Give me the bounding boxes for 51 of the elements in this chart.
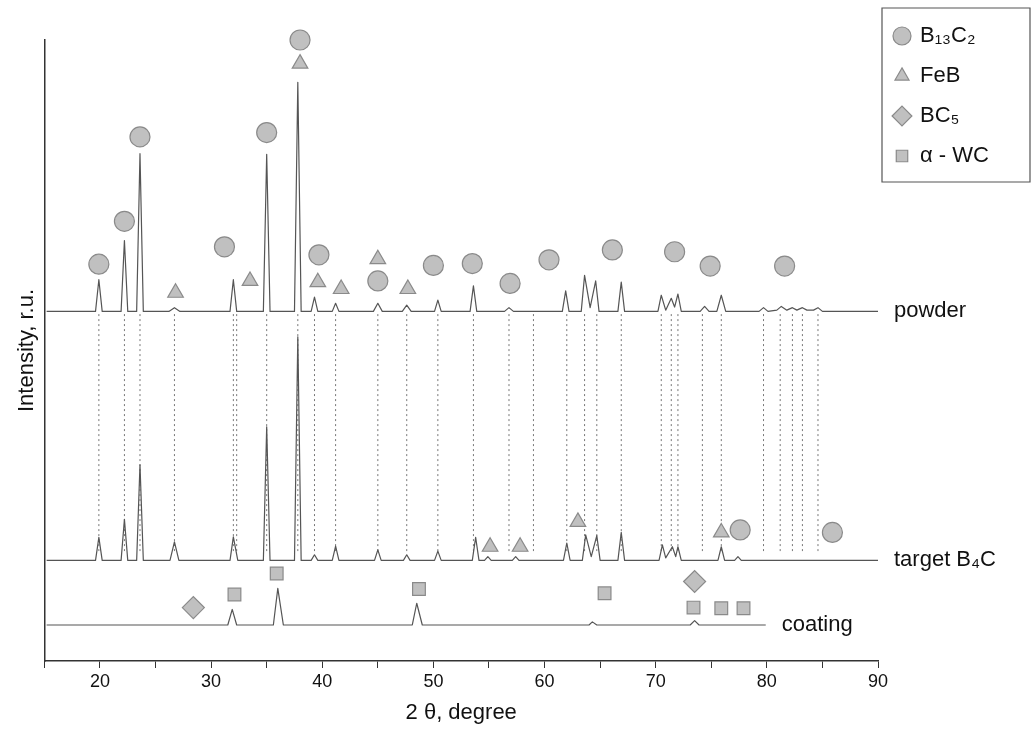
series-label: powder — [894, 297, 967, 323]
point — [699, 255, 721, 277]
point — [88, 253, 110, 275]
x-tick-label: 40 — [312, 670, 333, 691]
point — [774, 255, 796, 277]
point — [308, 244, 330, 266]
y-axis-title: Intensity, r.u. — [13, 288, 39, 413]
series-label: coating — [781, 611, 853, 637]
point — [601, 239, 623, 261]
series-label: target B₄C — [894, 546, 997, 572]
point — [129, 126, 151, 148]
point — [683, 569, 707, 594]
x-tick-label: 30 — [201, 670, 222, 691]
point — [227, 587, 242, 602]
x-tick-label: 50 — [423, 670, 444, 691]
point — [461, 252, 483, 275]
point — [499, 272, 521, 295]
x-tick-label: 80 — [756, 670, 777, 691]
point — [686, 600, 701, 615]
point — [664, 241, 686, 263]
point — [241, 271, 259, 287]
point — [256, 121, 278, 144]
point — [181, 595, 205, 620]
x-axis-title: 2 θ, degree — [405, 698, 517, 724]
point — [309, 272, 327, 288]
point — [821, 521, 844, 544]
legend-label: FeB — [920, 62, 961, 88]
legend-label: B₁₃C₂ — [920, 22, 976, 48]
point — [367, 270, 389, 292]
point — [422, 254, 445, 277]
x-tick-label: 90 — [867, 670, 889, 691]
point — [369, 249, 387, 265]
point — [714, 601, 729, 616]
point — [597, 586, 612, 601]
point — [332, 279, 350, 295]
x-tick-label: 70 — [645, 670, 666, 691]
point — [538, 249, 560, 271]
legend-label: BC₅ — [920, 102, 960, 128]
point — [289, 29, 311, 51]
legend-label: α - WC — [920, 142, 990, 168]
x-tick-label: 20 — [89, 670, 110, 691]
point — [399, 279, 417, 295]
point — [213, 236, 236, 258]
point — [736, 601, 751, 616]
point — [167, 283, 184, 298]
point — [729, 519, 751, 541]
point — [291, 54, 309, 69]
point — [412, 582, 426, 596]
x-tick-label: 60 — [534, 670, 555, 691]
point — [113, 210, 136, 232]
point — [269, 566, 284, 581]
